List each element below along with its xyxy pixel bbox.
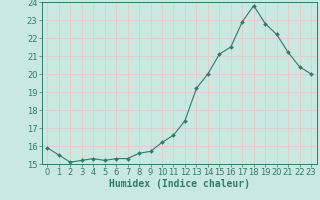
X-axis label: Humidex (Indice chaleur): Humidex (Indice chaleur) bbox=[109, 179, 250, 189]
